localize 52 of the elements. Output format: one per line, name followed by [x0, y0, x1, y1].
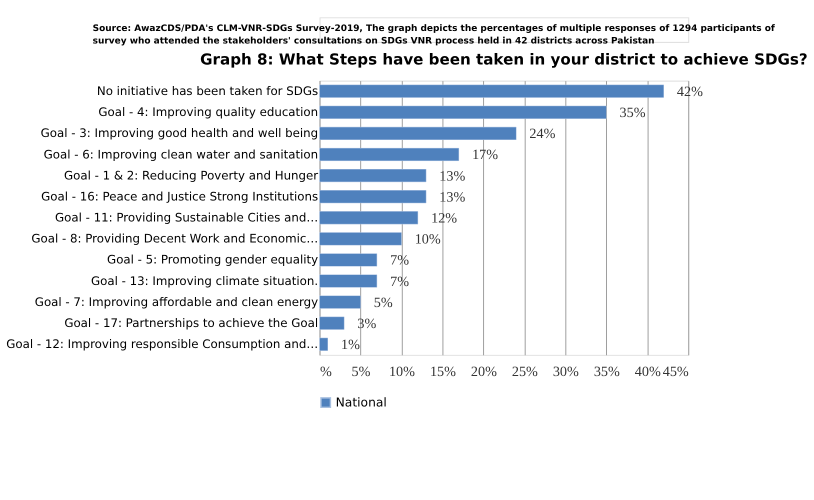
legend-label: National	[336, 395, 387, 410]
bar	[319, 84, 664, 98]
data-label: 5%	[374, 294, 393, 311]
y-tick-label: Goal - 8: Providing Decent Work and Economic…	[31, 232, 318, 246]
data-label: 13%	[439, 168, 466, 184]
data-label: 24%	[529, 126, 556, 142]
x-tick-label: %	[320, 364, 332, 380]
x-tick-label: 30%	[552, 364, 580, 380]
data-label: 3%	[357, 316, 376, 332]
data-label: 12%	[431, 210, 458, 226]
bar	[319, 232, 402, 246]
data-label: 7%	[390, 252, 410, 269]
y-tick-label: Goal - 12: Improving responsible Consumption and…	[6, 337, 318, 352]
y-tick-label: Goal - 13: Improving climate situation.	[91, 274, 318, 288]
y-tick-label: Goal - 7: Improving affordable and clean energy	[34, 294, 318, 309]
y-tick-label: No initiative has been taken for SDGs	[96, 84, 318, 98]
x-tick-label: 15%	[430, 364, 456, 380]
data-label: 17%	[472, 147, 498, 164]
bar	[319, 253, 378, 266]
bar	[319, 126, 516, 140]
chart-title: Graph 8: What Steps have been taken in your district to achieve SDGs?	[200, 50, 808, 69]
data-label: 10%	[414, 232, 441, 248]
source-note: Source: AwazCDS/PDA's CLM-VNR-SDGs Survey-2019, The graph depicts the percentages of multiple responses of 1294 participants of survey who attended the stakeholders' consultations on SDGs VNR process held in 42 districts across Pakistan	[92, 24, 775, 46]
bar	[319, 148, 460, 162]
x-tick-label: 40%	[634, 364, 661, 380]
bar	[319, 316, 344, 330]
y-tick-label: Goal - 17: Partnerships to achieve the Goal	[64, 316, 318, 330]
data-label: 13%	[439, 189, 466, 206]
x-tick-label: 20%	[470, 364, 498, 380]
y-tick-label: Goal - 3: Improving good health and well being	[40, 126, 318, 140]
y-tick-label: Goal - 11: Providing Sustainable Cities and…	[55, 210, 318, 225]
x-tick-label: 5%	[352, 364, 371, 380]
y-tick-label: Goal - 16: Peace and Justice Strong Institutions	[41, 189, 318, 204]
data-label: 35%	[620, 105, 646, 122]
x-tick-label: 25%	[512, 364, 538, 380]
y-tick-label: Goal - 5: Promoting gender equality	[107, 252, 318, 267]
y-tick-label: Goal - 4: Improving quality education	[98, 105, 318, 120]
data-label: 7%	[390, 274, 410, 290]
bar	[319, 190, 426, 204]
x-tick-label: 10%	[388, 364, 416, 380]
bar	[319, 338, 328, 351]
data-label: 42%	[676, 84, 704, 100]
bar	[319, 106, 607, 119]
bar	[319, 169, 426, 182]
bar	[319, 211, 418, 224]
x-tick-label: 45%	[662, 364, 689, 380]
x-tick-label: 35%	[594, 364, 620, 380]
data-label: 1%	[340, 337, 360, 354]
bar	[319, 274, 378, 288]
bar	[319, 296, 361, 309]
y-tick-label: Goal - 6: Improving clean water and sanitation	[44, 147, 318, 162]
y-tick-label: Goal - 1 & 2: Reducing Poverty and Hunger	[64, 168, 318, 182]
